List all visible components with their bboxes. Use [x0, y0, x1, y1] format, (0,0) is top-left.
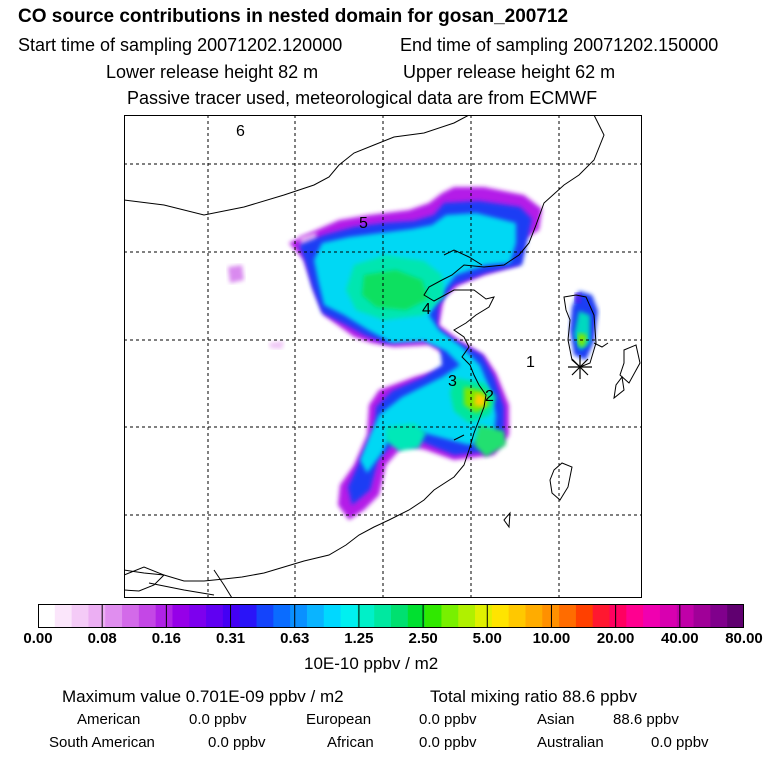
lower-release-label: Lower release height 82 m — [106, 62, 319, 82]
colorbar-cell — [659, 604, 678, 628]
coastlines — [124, 115, 641, 598]
colorbar-tick-label: 0.16 — [151, 630, 181, 647]
region-label-2: 2 — [485, 388, 494, 405]
colorbar-tick-label: 40.00 — [661, 630, 699, 647]
colorbar-cell — [71, 604, 89, 628]
colorbar-cell — [172, 604, 190, 628]
region-labels: 1 2 3 4 5 6 — [236, 123, 535, 405]
colorbar-cell — [88, 604, 106, 628]
end-time-label: End time of sampling 20071202.150000 — [400, 35, 719, 55]
african-label: African — [327, 734, 374, 751]
australian-value: 0.0 ppbv — [651, 734, 709, 751]
colorbar-cell — [475, 604, 493, 628]
colorbar-cell — [189, 604, 207, 628]
colorbar-cell — [710, 604, 728, 628]
asian-value: 88.6 ppbv — [613, 711, 679, 728]
colorbar-cell — [609, 604, 627, 628]
upper-release-label: Upper release height 62 m — [403, 62, 616, 82]
page-title: CO source contributions in nested domain… — [18, 6, 569, 27]
european-label: European — [306, 711, 372, 728]
asterisk-icon — [568, 355, 592, 379]
south-american-label: South American — [49, 734, 155, 751]
colorbar-cell — [105, 604, 123, 628]
colorbar-tick-label: 0.08 — [87, 630, 117, 647]
colorbar-cells — [38, 604, 744, 628]
colorbar-tick-label: 1.25 — [344, 630, 374, 647]
colorbar-cell — [458, 604, 476, 628]
south-american-value: 0.0 ppbv — [208, 734, 266, 751]
asian-label: Asian — [537, 711, 575, 728]
colorbar-cell — [323, 604, 342, 628]
colorbar-cell — [122, 604, 140, 628]
colorbar-cell — [575, 604, 594, 628]
colorbar-cell — [340, 604, 358, 628]
colorbar-cell — [222, 604, 241, 628]
colorbar-cell — [155, 604, 173, 628]
colorbar-cell — [38, 604, 56, 628]
start-time-label: Start time of sampling 20071202.120000 — [18, 35, 343, 55]
colorbar-tick-label: 10.00 — [532, 630, 571, 647]
american-value: 0.0 ppbv — [189, 711, 247, 728]
colorbar-cell — [542, 604, 560, 628]
african-value: 0.0 ppbv — [419, 734, 477, 751]
colorbar-unit: 10E-10 ppbv / m2 — [304, 654, 439, 673]
colorbar-cell — [643, 604, 661, 628]
colorbar-cell — [239, 604, 258, 628]
colorbar-cell — [54, 604, 73, 628]
colorbar-tick-label: 0.00 — [23, 630, 53, 647]
max-value-label: Maximum value 0.701E-09 ppbv / m2 — [62, 687, 344, 706]
colorbar-tick-label: 0.63 — [280, 630, 310, 647]
map-frame — [124, 115, 642, 598]
colorbar-cell — [693, 604, 711, 628]
tracer-note: Passive tracer used, meteorological data… — [127, 88, 598, 108]
total-mixing-label: Total mixing ratio 88.6 ppbv — [430, 687, 637, 706]
colorbar-cell — [592, 604, 611, 628]
colorbar-cell — [306, 604, 325, 628]
colorbar-cell — [441, 604, 459, 628]
colorbar-tick-label: 5.00 — [472, 630, 502, 647]
colorbar-cell — [491, 604, 510, 628]
source-contribution-map: 1 2 3 4 5 6 — [124, 115, 642, 598]
colorbar-tick-label: 0.31 — [215, 630, 246, 647]
colorbar — [38, 604, 744, 628]
european-value: 0.0 ppbv — [419, 711, 477, 728]
colorbar-cell — [676, 604, 695, 628]
colorbar-cell — [727, 604, 744, 628]
colorbar-tick-label: 20.00 — [596, 630, 635, 647]
colorbar-cell — [559, 604, 577, 628]
region-label-3: 3 — [448, 373, 457, 390]
colorbar-cell — [357, 604, 375, 628]
colorbar-cell — [273, 604, 291, 628]
colorbar-cell — [626, 604, 644, 628]
region-label-6: 6 — [236, 123, 245, 140]
colorbar-cell — [424, 604, 442, 628]
colorbar-cell — [256, 604, 274, 628]
region-label-5: 5 — [359, 215, 368, 232]
colorbar-cell — [508, 604, 526, 628]
colorbar-cell — [525, 604, 543, 628]
australian-label: Australian — [537, 734, 604, 751]
colorbar-tick-label: 80.00 — [725, 630, 763, 647]
colorbar-cell — [206, 604, 224, 628]
graticule — [124, 115, 642, 598]
colorbar-cell — [290, 604, 308, 628]
colorbar-cell — [391, 604, 409, 628]
region-label-4: 4 — [422, 301, 431, 318]
colorbar-cell — [138, 604, 157, 628]
region-label-1: 1 — [526, 354, 535, 371]
american-label: American — [77, 711, 141, 728]
colorbar-cell — [374, 604, 392, 628]
colorbar-tick-label: 2.50 — [408, 630, 438, 647]
colorbar-cell — [407, 604, 426, 628]
